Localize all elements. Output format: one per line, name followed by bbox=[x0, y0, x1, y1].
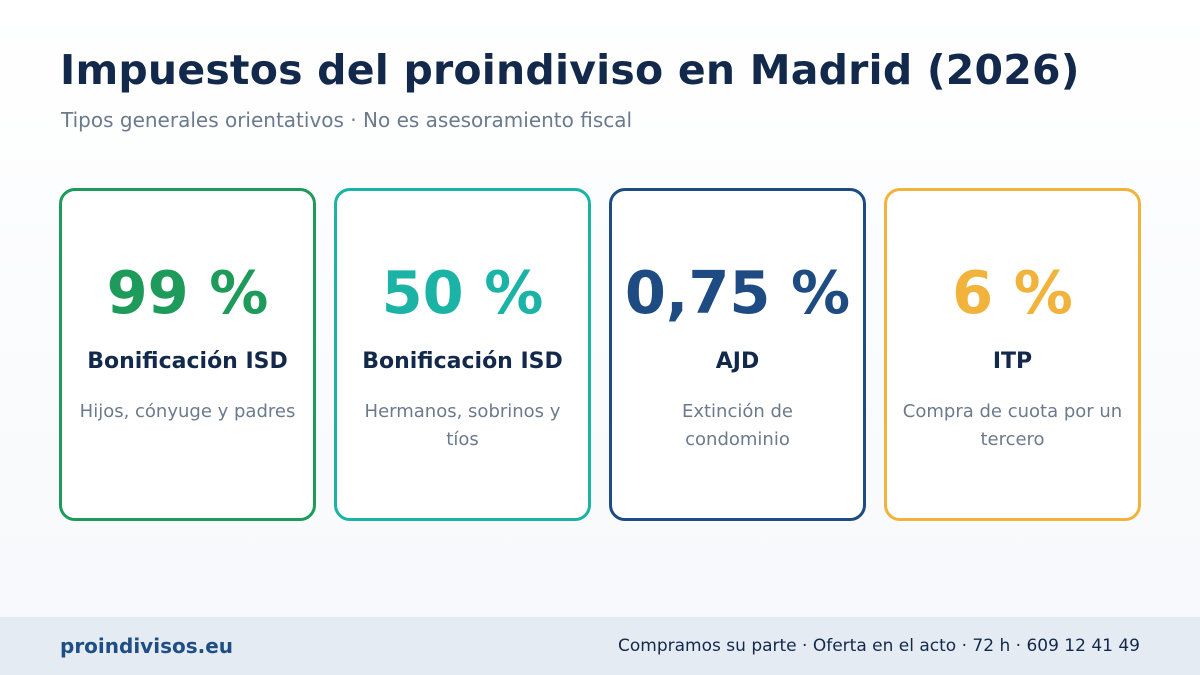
tax-card-description: Hermanos, sobrinos y tíos bbox=[364, 401, 561, 450]
tax-card-description: Extinción de condominio bbox=[681, 401, 794, 450]
tax-card-description: Hijos, cónyuge y padres bbox=[79, 401, 296, 422]
tax-card-value: 0,75 % bbox=[624, 258, 851, 327]
page-subtitle: Tipos generales orientativos · No es ase… bbox=[61, 108, 633, 132]
tax-card-isd-hermanos: 50 % Bonificación ISD Hermanos, sobrinos… bbox=[334, 188, 591, 521]
tax-card-isd-hijos: 99 % Bonificación ISD Hijos, cónyuge y p… bbox=[59, 188, 316, 521]
brand-link[interactable]: proindivisos.eu bbox=[60, 634, 234, 658]
tax-cards: 99 % Bonificación ISD Hijos, cónyuge y p… bbox=[59, 188, 1141, 521]
tax-card-value: 50 % bbox=[381, 258, 544, 327]
page-title: Impuestos del proindiviso en Madrid (202… bbox=[60, 46, 1080, 94]
tax-card-label: AJD bbox=[715, 349, 760, 374]
footer-tagline: Compramos su parte · Oferta en el acto ·… bbox=[618, 636, 1140, 656]
tax-card-ajd: 0,75 % AJD Extinción de condominio bbox=[609, 188, 866, 521]
tax-card-label: Bonificación ISD bbox=[362, 349, 563, 374]
tax-card-itp: 6 % ITP Compra de cuota por un tercero bbox=[884, 188, 1141, 521]
footer-bar: proindivisos.eu Compramos su parte · Ofe… bbox=[0, 617, 1200, 675]
tax-card-value: 99 % bbox=[106, 258, 269, 327]
tax-card-value: 6 % bbox=[952, 258, 1073, 327]
tax-card-label: Bonificación ISD bbox=[87, 349, 288, 374]
tax-card-label: ITP bbox=[992, 349, 1033, 374]
tax-card-description: Compra de cuota por un tercero bbox=[902, 401, 1123, 450]
